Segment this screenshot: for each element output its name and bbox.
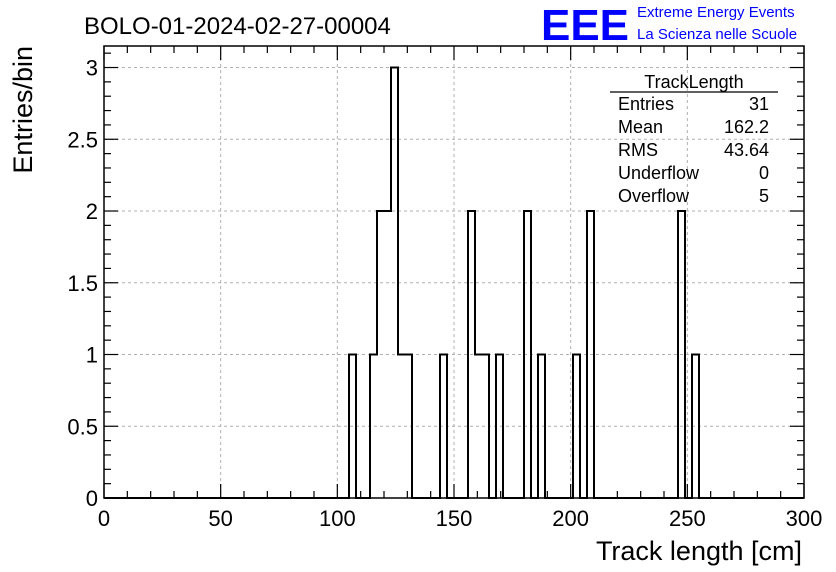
- stats-label: Overflow: [618, 186, 690, 206]
- stats-value: 0: [759, 163, 769, 183]
- eee-logo-line1: Extreme Energy Events: [637, 4, 795, 21]
- stats-label: Entries: [618, 94, 674, 114]
- y-tick-label: 2.5: [67, 127, 98, 152]
- grid-lines: [104, 46, 804, 498]
- x-tick-label: 300: [786, 506, 823, 531]
- y-tick-label: 1.5: [67, 271, 98, 296]
- eee-logo-mark: EEE: [541, 1, 629, 50]
- y-axis-label: Entries/bin: [8, 46, 38, 174]
- stats-box: TrackLength Entries 31 Mean 162.2 RMS 43.64 Un…: [610, 72, 778, 206]
- stats-box-title: TrackLength: [644, 72, 743, 92]
- stats-label: Mean: [618, 117, 663, 137]
- stats-box-rows: Entries 31 Mean 162.2 RMS 43.64 Underflow 0 Over…: [618, 94, 769, 206]
- stats-value: 162.2: [724, 117, 769, 137]
- x-axis-label: Track length [cm]: [596, 536, 802, 566]
- y-tick-label: 0.5: [67, 414, 98, 439]
- stats-label: Underflow: [618, 163, 700, 183]
- x-tick-label: 50: [208, 506, 232, 531]
- x-tick-labels: 0 50 100 150 200 250 300: [98, 506, 822, 531]
- y-tick-labels: 0 0.5 1 1.5 2 2.5 3: [67, 56, 98, 511]
- stats-value: 43.64: [724, 140, 769, 160]
- y-tick-label: 3: [86, 56, 98, 81]
- x-tick-label: 200: [552, 506, 589, 531]
- stats-label: RMS: [618, 140, 658, 160]
- stats-value: 31: [749, 94, 769, 114]
- chart-title: BOLO-01-2024-02-27-00004: [84, 13, 391, 40]
- x-tick-label: 100: [319, 506, 356, 531]
- y-tick-label: 1: [86, 343, 98, 368]
- stats-value: 5: [759, 186, 769, 206]
- y-tick-label: 2: [86, 199, 98, 224]
- axis-ticks: [103, 46, 805, 499]
- eee-logo-line2: La Scienza nelle Scuole: [637, 26, 797, 43]
- x-tick-label: 0: [98, 506, 110, 531]
- x-tick-label: 250: [669, 506, 706, 531]
- y-tick-label: 0: [86, 486, 98, 511]
- eee-logo: EEE Extreme Energy Events La Scienza nel…: [541, 1, 797, 50]
- x-tick-label: 150: [436, 506, 473, 531]
